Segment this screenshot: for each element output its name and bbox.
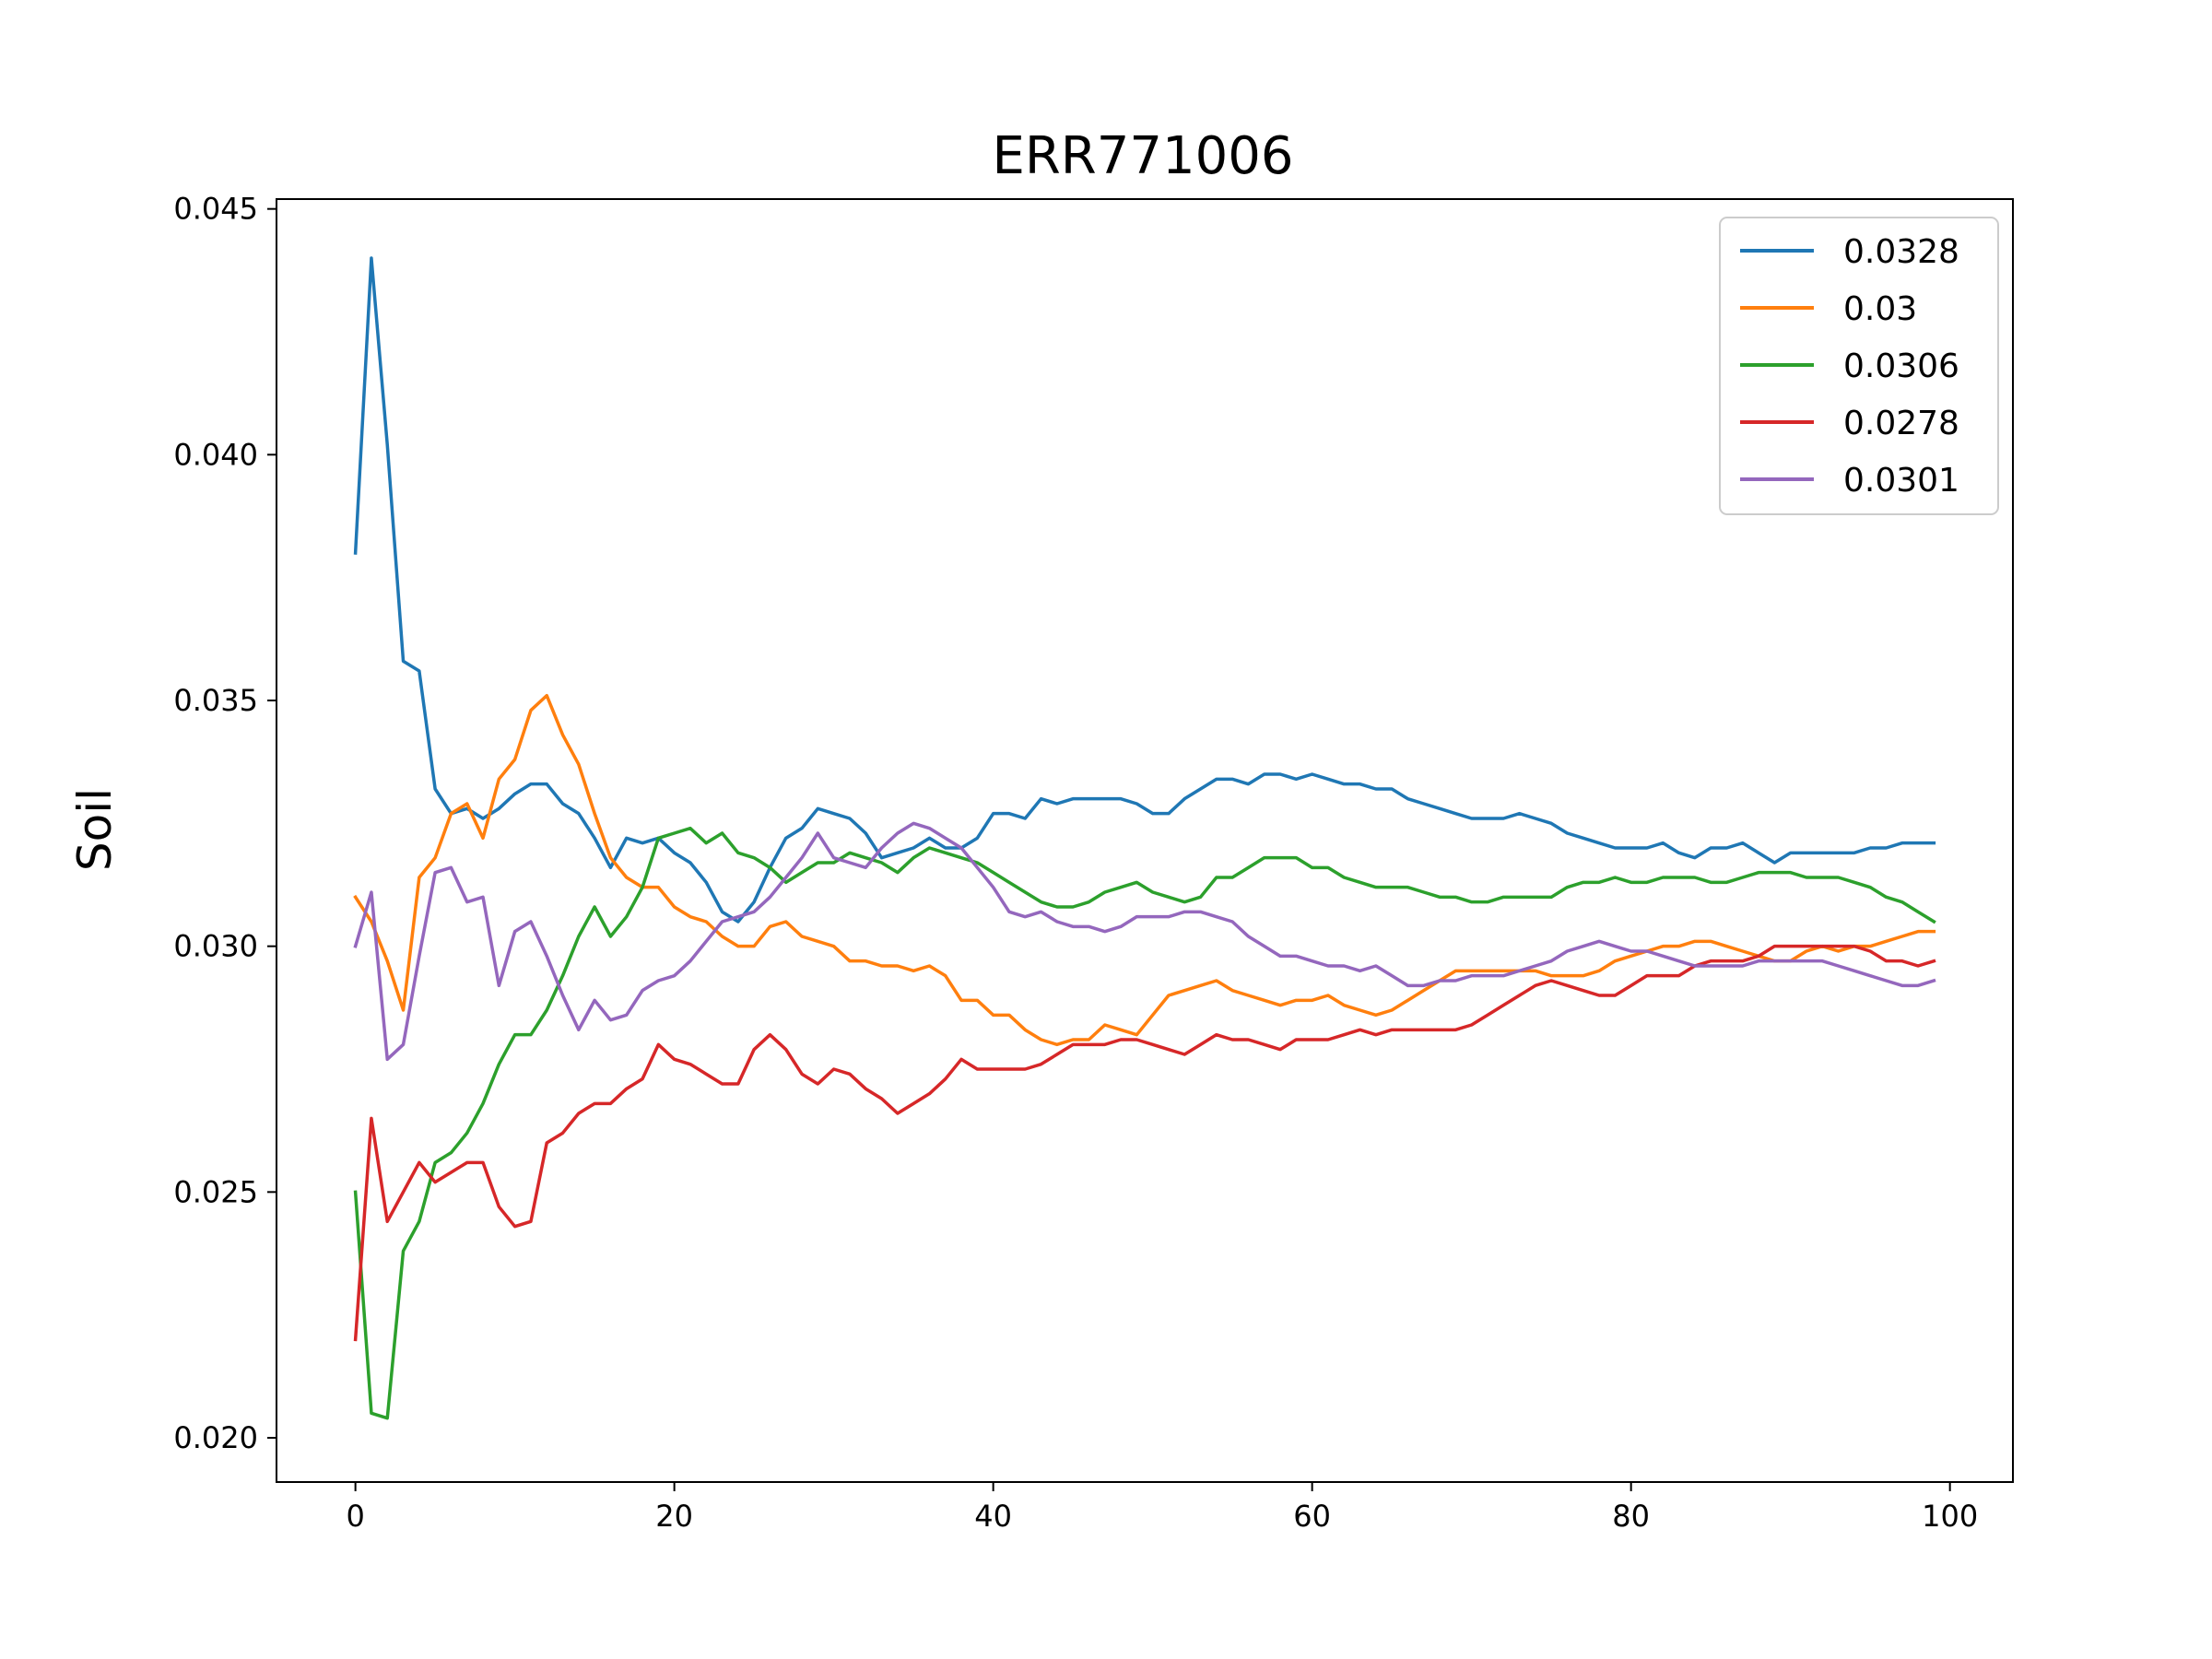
x-tick-label: 20 [655,1499,693,1534]
y-tick-label: 0.030 [173,929,258,964]
y-tick-label: 0.045 [173,192,258,227]
y-tick-label: 0.020 [173,1420,258,1455]
series-line-5 [353,821,1936,1062]
plot-frame [276,198,2014,1483]
legend-box [1719,217,1999,515]
series-line-1 [353,256,1936,924]
x-tick-label: 60 [1293,1499,1331,1534]
legend-label-5: 0.0301 [1843,462,1959,500]
y-tick-label: 0.040 [173,437,258,472]
legend-label-2: 0.03 [1843,290,1917,328]
y-tick-label: 0.035 [173,683,258,718]
y-axis-label: Soil [68,788,122,871]
x-tick-label: 0 [346,1499,364,1534]
legend-label-3: 0.0306 [1843,347,1959,385]
y-tick-label: 0.025 [173,1174,258,1209]
y-axis: 0.020 0.025 0.030 0.035 0.040 0.045 [173,192,276,1455]
x-axis: 0 20 40 60 80 100 [346,1482,1978,1534]
series-group [353,256,1936,1420]
x-tick-label: 80 [1612,1499,1650,1534]
series-line-2 [353,693,1936,1047]
series-line-4 [353,944,1936,1342]
legend-label-4: 0.0278 [1843,405,1959,442]
x-tick-label: 40 [974,1499,1012,1534]
x-tick-label: 100 [1922,1499,1978,1534]
legend-label-1: 0.0328 [1843,233,1959,271]
chart-title: ERR771006 [993,126,1294,186]
legend: 0.0328 0.03 0.0306 0.0278 0.0301 [1719,217,1999,515]
series-line-3 [353,826,1936,1420]
